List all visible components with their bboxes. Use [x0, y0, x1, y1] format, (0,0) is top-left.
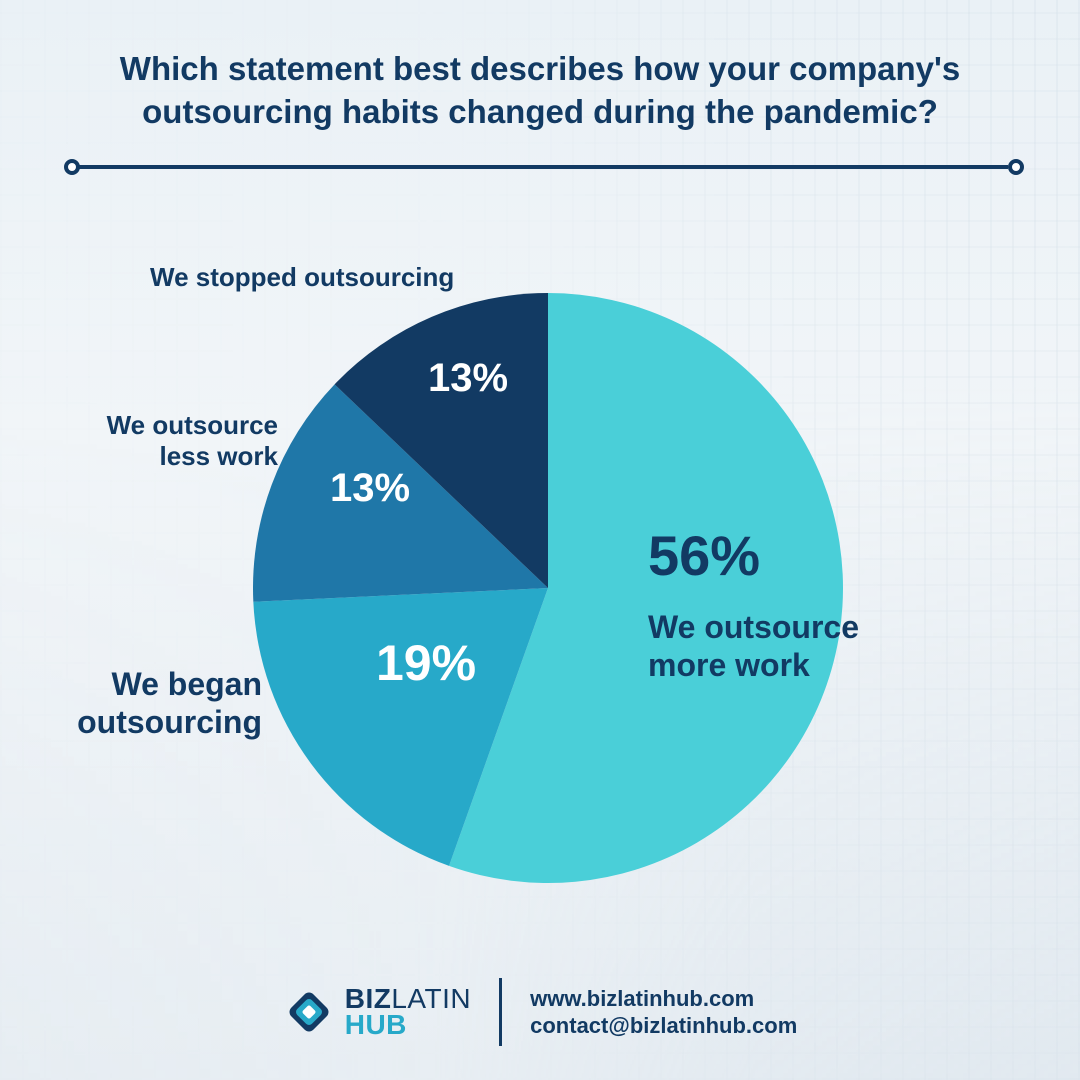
page-title: Which statement best describes how your …	[0, 0, 1080, 134]
brand-text-hub: HUB	[345, 1009, 407, 1040]
footer-email: contact@bizlatinhub.com	[530, 1012, 797, 1040]
divider-line	[72, 165, 1008, 169]
divider-dot-right	[1008, 159, 1024, 175]
brand-logo: BIZLATIN HUB	[283, 986, 471, 1038]
pie-label-stopped: We stopped outsourcing	[150, 262, 454, 293]
title-divider	[64, 158, 1016, 176]
divider-dot-left	[64, 159, 80, 175]
pie-label-began: We began outsourcing	[42, 665, 262, 742]
pie-chart	[253, 293, 843, 883]
brand-logo-text: BIZLATIN HUB	[345, 986, 471, 1038]
footer: BIZLATIN HUB www.bizlatinhub.com contact…	[0, 978, 1080, 1046]
footer-divider	[499, 978, 502, 1046]
footer-website: www.bizlatinhub.com	[530, 985, 797, 1013]
infographic-root: Which statement best describes how your …	[0, 0, 1080, 1080]
footer-contact: www.bizlatinhub.com contact@bizlatinhub.…	[530, 985, 797, 1040]
brand-logo-icon	[283, 986, 335, 1038]
pie-label-less: We outsource less work	[58, 410, 278, 472]
